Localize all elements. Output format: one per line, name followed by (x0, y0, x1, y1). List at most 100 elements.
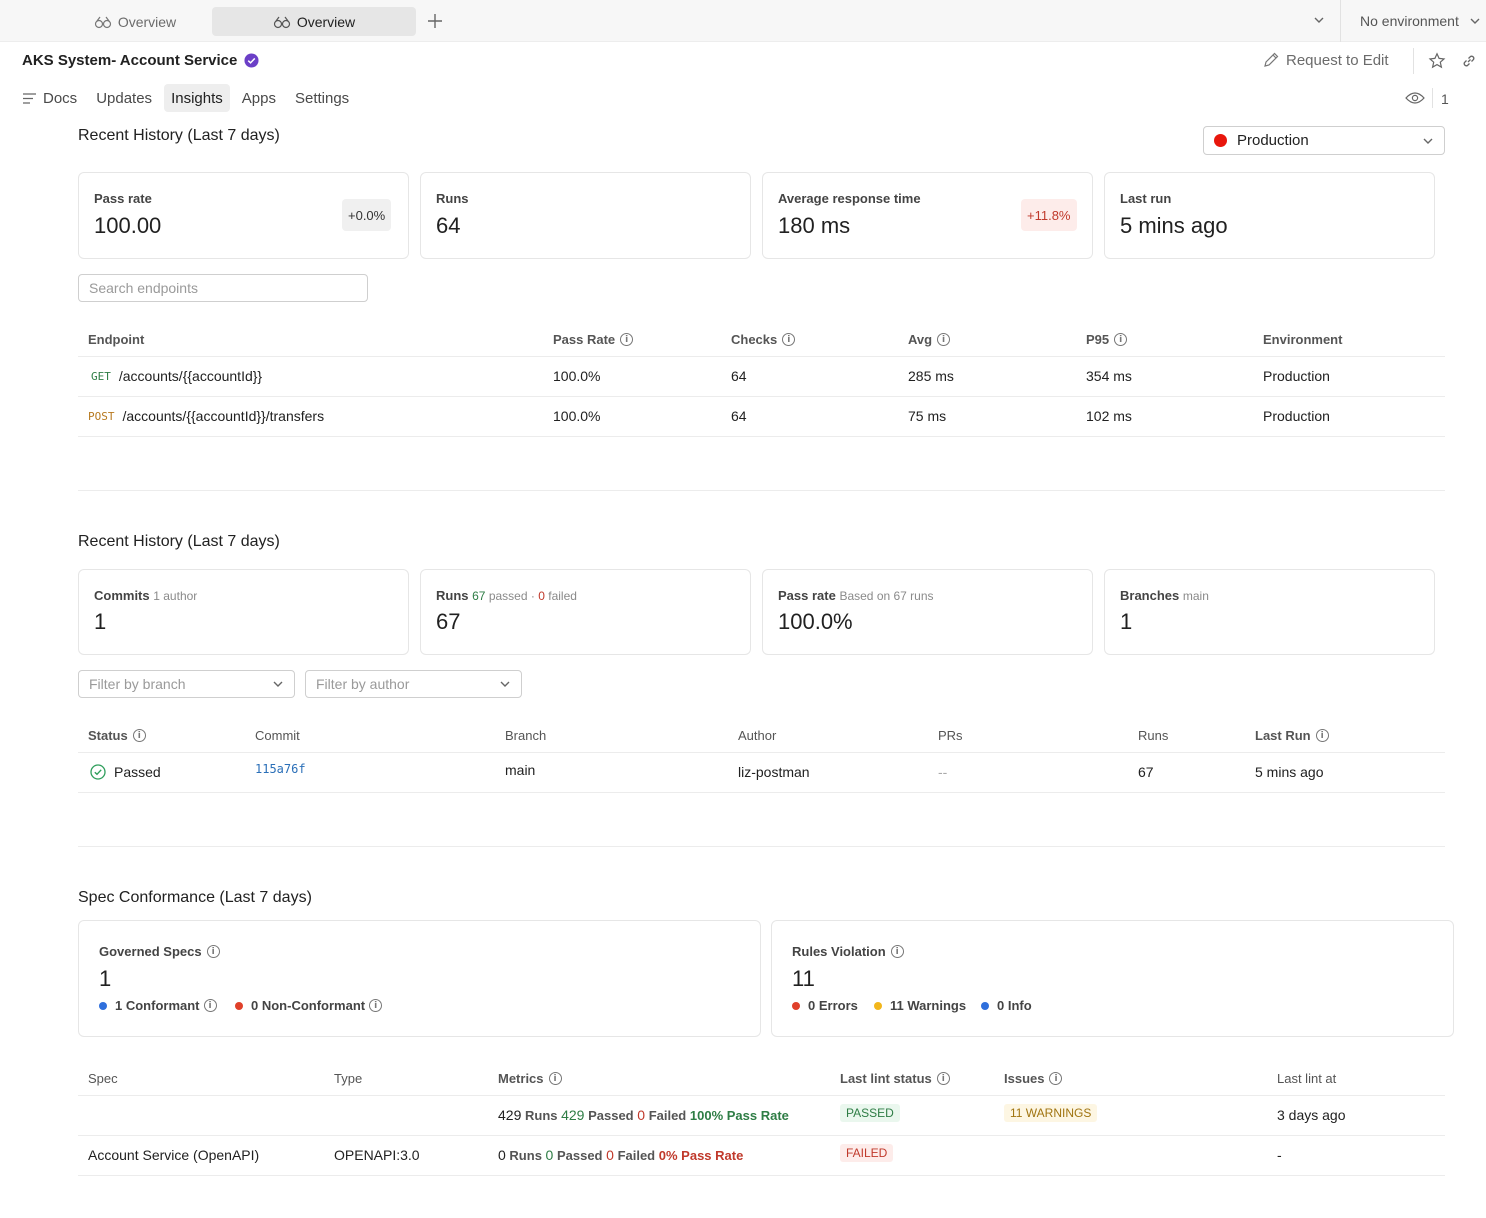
star-icon[interactable] (1428, 52, 1446, 70)
commits-card: Commits 1 author 1 (78, 569, 409, 655)
avg-cell: 75 ms (908, 408, 947, 424)
endpoint-cell[interactable]: POST /accounts/{{accountId}}/transfers (88, 408, 324, 424)
card-value: 67 (436, 609, 461, 634)
endpoint-cell[interactable]: GET /accounts/{{accountId}} (91, 368, 262, 384)
row-divider (78, 436, 1445, 437)
info-icon[interactable]: i (936, 1072, 950, 1085)
environment-dropdown[interactable]: Production (1203, 126, 1445, 155)
card-label: Commits 1 author (94, 588, 198, 603)
card-label: Runs (436, 191, 469, 206)
nav-updates[interactable]: Updates (89, 84, 159, 112)
info-icon[interactable]: i (1114, 333, 1128, 346)
info-icon[interactable]: i (937, 333, 951, 346)
spec-cell[interactable]: Account Service (OpenAPI) (88, 1147, 260, 1163)
info-icon[interactable]: i (1315, 729, 1329, 742)
card-value: 180 ms (778, 213, 851, 238)
filter-author-placeholder: Filter by author (316, 676, 410, 692)
row-divider (78, 1095, 1445, 1096)
row-divider (78, 396, 1445, 397)
tab-overview-2[interactable]: Overview (212, 7, 416, 36)
commit-link[interactable]: 115a76f (255, 762, 306, 776)
avg-cell: 285 ms (908, 368, 954, 384)
link-icon[interactable] (1461, 53, 1477, 69)
governed-specs-card: Governed Specs i 1 1 Conformant i 0 Non-Co… (78, 920, 761, 1037)
nav-insights[interactable]: Insights (164, 84, 230, 112)
info-icon[interactable]: i (620, 333, 634, 346)
info-icon[interactable]: i (132, 729, 146, 742)
watch-eye-icon[interactable] (1405, 91, 1425, 105)
commit-runs-card: Runs 67 passed · 0 failed 67 (420, 569, 751, 655)
info-icon[interactable]: i (1049, 1072, 1063, 1085)
tab-bar: Overview Overview No environment (0, 0, 1486, 42)
card-label: Branches main (1120, 588, 1209, 603)
info-icon[interactable]: i (548, 1072, 562, 1085)
section-divider (78, 846, 1445, 847)
lint-status-cell: PASSED (840, 1104, 900, 1122)
col-last-run: Last Run i (1255, 728, 1329, 743)
nav-insights-label: Insights (171, 89, 223, 107)
info-icon[interactable]: i (369, 999, 383, 1012)
lint-status-cell: FAILED (840, 1144, 894, 1162)
section-title-recent-history: Recent History (Last 7 days) (78, 127, 280, 144)
info-icon[interactable]: i (782, 333, 796, 346)
pass-rate-cell: 100.0% (553, 368, 601, 384)
row-divider (78, 356, 1445, 357)
col-status: Status i (88, 728, 146, 743)
watch-count: 1 (1441, 91, 1449, 107)
request-to-edit-button[interactable]: Request to Edit (1262, 51, 1389, 69)
metrics-cell: 0 Runs 0 Passed 0 Failed 0% Pass Rate (498, 1147, 744, 1163)
p95-cell: 102 ms (1086, 408, 1132, 424)
env-cell: Production (1263, 368, 1330, 384)
info-icon[interactable]: i (203, 999, 217, 1012)
row-divider (78, 1135, 1445, 1136)
card-label: Pass rate Based on 67 runs (778, 588, 934, 603)
environment-selector[interactable]: No environment (1360, 13, 1481, 29)
pass-rate-cell: 100.0% (553, 408, 601, 424)
chevron-down-icon (1470, 18, 1480, 24)
tab-label: Overview (296, 13, 356, 30)
nav-settings[interactable]: Settings (288, 84, 356, 112)
card-value: 100.00 (94, 213, 162, 238)
filter-by-author-dropdown[interactable]: Filter by author (305, 670, 522, 698)
col-last-lint-at: Last lint at (1277, 1071, 1337, 1086)
new-tab-plus-icon[interactable] (426, 12, 444, 30)
verified-badge-icon (244, 53, 259, 68)
col-author: Author (738, 728, 777, 743)
pass-rate-card: Pass rate 100.00 +0.0% (78, 172, 409, 259)
card-value: 5 mins ago (1120, 213, 1228, 238)
search-endpoints-input[interactable] (78, 274, 368, 302)
overview-icon (94, 15, 112, 29)
endpoint-path: /accounts/{{accountId}} (118, 368, 263, 384)
section-divider (78, 490, 1445, 491)
runs-cell: 67 (1138, 764, 1154, 780)
endpoint-path: /accounts/{{accountId}}/transfers (122, 408, 325, 424)
card-value: 1 (1120, 609, 1133, 634)
divider (1432, 88, 1433, 108)
branches-card: Branches main 1 (1104, 569, 1435, 655)
filter-by-branch-dropdown[interactable]: Filter by branch (78, 670, 295, 698)
runs-card: Runs 64 (420, 172, 751, 259)
avg-response-card: Average response time 180 ms +11.8% (762, 172, 1093, 259)
info-icon[interactable]: i (890, 945, 904, 958)
card-value: 1 (94, 609, 107, 634)
col-metrics: Metrics i (498, 1071, 562, 1086)
col-commit: Commit (255, 728, 300, 743)
section-title-spec-conformance: Spec Conformance (Last 7 days) (78, 889, 312, 906)
chevron-down-icon (273, 681, 283, 687)
errors-legend: 0 Errors (792, 998, 858, 1013)
commit-pass-rate-card: Pass rate Based on 67 runs 100.0% (762, 569, 1093, 655)
tab-overview-1[interactable]: Overview (60, 7, 210, 36)
card-label: Average response time (778, 191, 921, 206)
col-runs: Runs (1138, 728, 1169, 743)
passed-badge: PASSED (840, 1104, 900, 1122)
status-label: Passed (114, 764, 161, 780)
info-icon[interactable]: i (206, 945, 220, 958)
nav-docs-label: Docs (43, 89, 78, 107)
tabs-chevron-down-icon[interactable] (1313, 14, 1325, 26)
nav-docs[interactable]: Docs (15, 84, 84, 112)
card-value: 11 (792, 966, 815, 991)
col-prs: PRs (938, 728, 963, 743)
last-lint-cell: - (1277, 1147, 1282, 1163)
card-label: Rules Violation i (792, 944, 904, 959)
nav-apps[interactable]: Apps (235, 84, 283, 112)
